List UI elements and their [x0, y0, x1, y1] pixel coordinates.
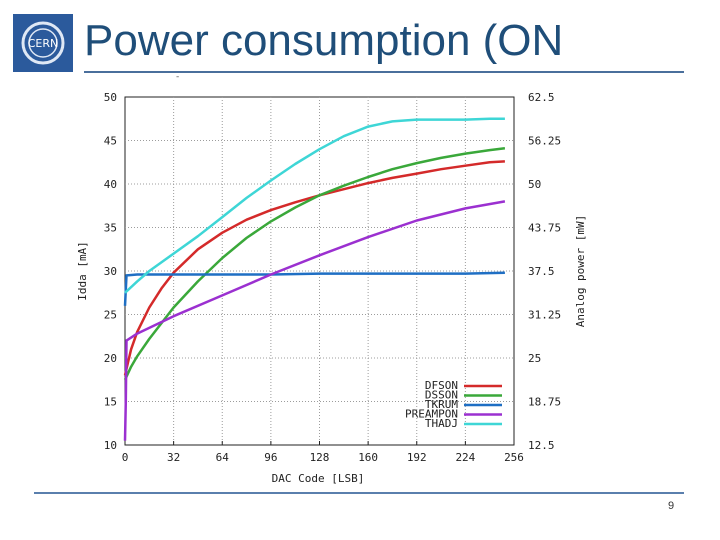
y2-tick-label: 56.25	[528, 135, 561, 148]
slide-title: Power consumption (ON	[84, 16, 564, 65]
x-tick-label: 160	[358, 451, 378, 464]
x-axis-label: DAC Code [LSB]	[272, 472, 365, 485]
y-tick-label: 40	[104, 178, 117, 191]
y-tick-label: 10	[104, 439, 117, 452]
x-tick-label: 128	[310, 451, 330, 464]
y2-axis-label: Analog power [mW]	[574, 215, 587, 328]
grid	[124, 97, 515, 445]
y-axis-label: Idda [mA]	[76, 241, 89, 301]
y2-tick-label: 25	[528, 352, 541, 365]
y-tick-label: 45	[104, 135, 117, 148]
footer-rule	[34, 492, 684, 494]
series-line-dsson	[123, 147, 506, 381]
series-line-dfson	[123, 160, 505, 376]
y-tick-label: 30	[104, 265, 117, 278]
y2-tick-label: 50	[528, 178, 541, 191]
x-tick-label: 192	[407, 451, 427, 464]
legend-label-dsson: DSSON	[425, 389, 458, 402]
y2-tick-label: 18.75	[528, 396, 561, 409]
x-tick-label: 96	[264, 451, 277, 464]
y2-tick-label: 62.5	[528, 91, 555, 104]
page-number: 9	[668, 500, 675, 512]
y-tick-label: 25	[104, 309, 117, 322]
legend-label-tkrum: TKRUM	[425, 398, 458, 411]
title-underline	[84, 71, 684, 73]
stray-mark: -	[176, 72, 180, 82]
legend-label-dfson: DFSON	[425, 379, 458, 392]
x-tick-label: 0	[122, 451, 129, 464]
x-tick-label: 64	[216, 451, 230, 464]
y2-tick-label: 31.25	[528, 309, 561, 322]
series-line-preampon	[123, 200, 506, 441]
series-lines	[123, 117, 506, 441]
y-tick-label: 50	[104, 91, 117, 104]
y-tick-label: 20	[104, 352, 117, 365]
logo-text: CERN	[28, 37, 59, 50]
x-tick-label: 224	[455, 451, 475, 464]
tick-labels: 0 32 64 96 128 160 192 224 256 10 12.5 15 18.75 20 25 2…	[104, 91, 561, 464]
x-tick-label: 256	[504, 451, 524, 464]
y2-tick-label: 12.5	[528, 439, 555, 452]
legend-label-preampon: PREAMPON	[405, 408, 458, 421]
y-tick-label: 15	[104, 396, 117, 409]
cern-logo: CERN	[13, 14, 73, 72]
y-tick-label: 35	[104, 222, 117, 235]
y2-tick-label: 37.5	[528, 265, 555, 278]
x-tick-label: 32	[167, 451, 180, 464]
y2-tick-label: 43.75	[528, 222, 561, 235]
legend-label-thadj: THADJ	[425, 417, 458, 430]
series-line-thadj	[124, 117, 505, 294]
